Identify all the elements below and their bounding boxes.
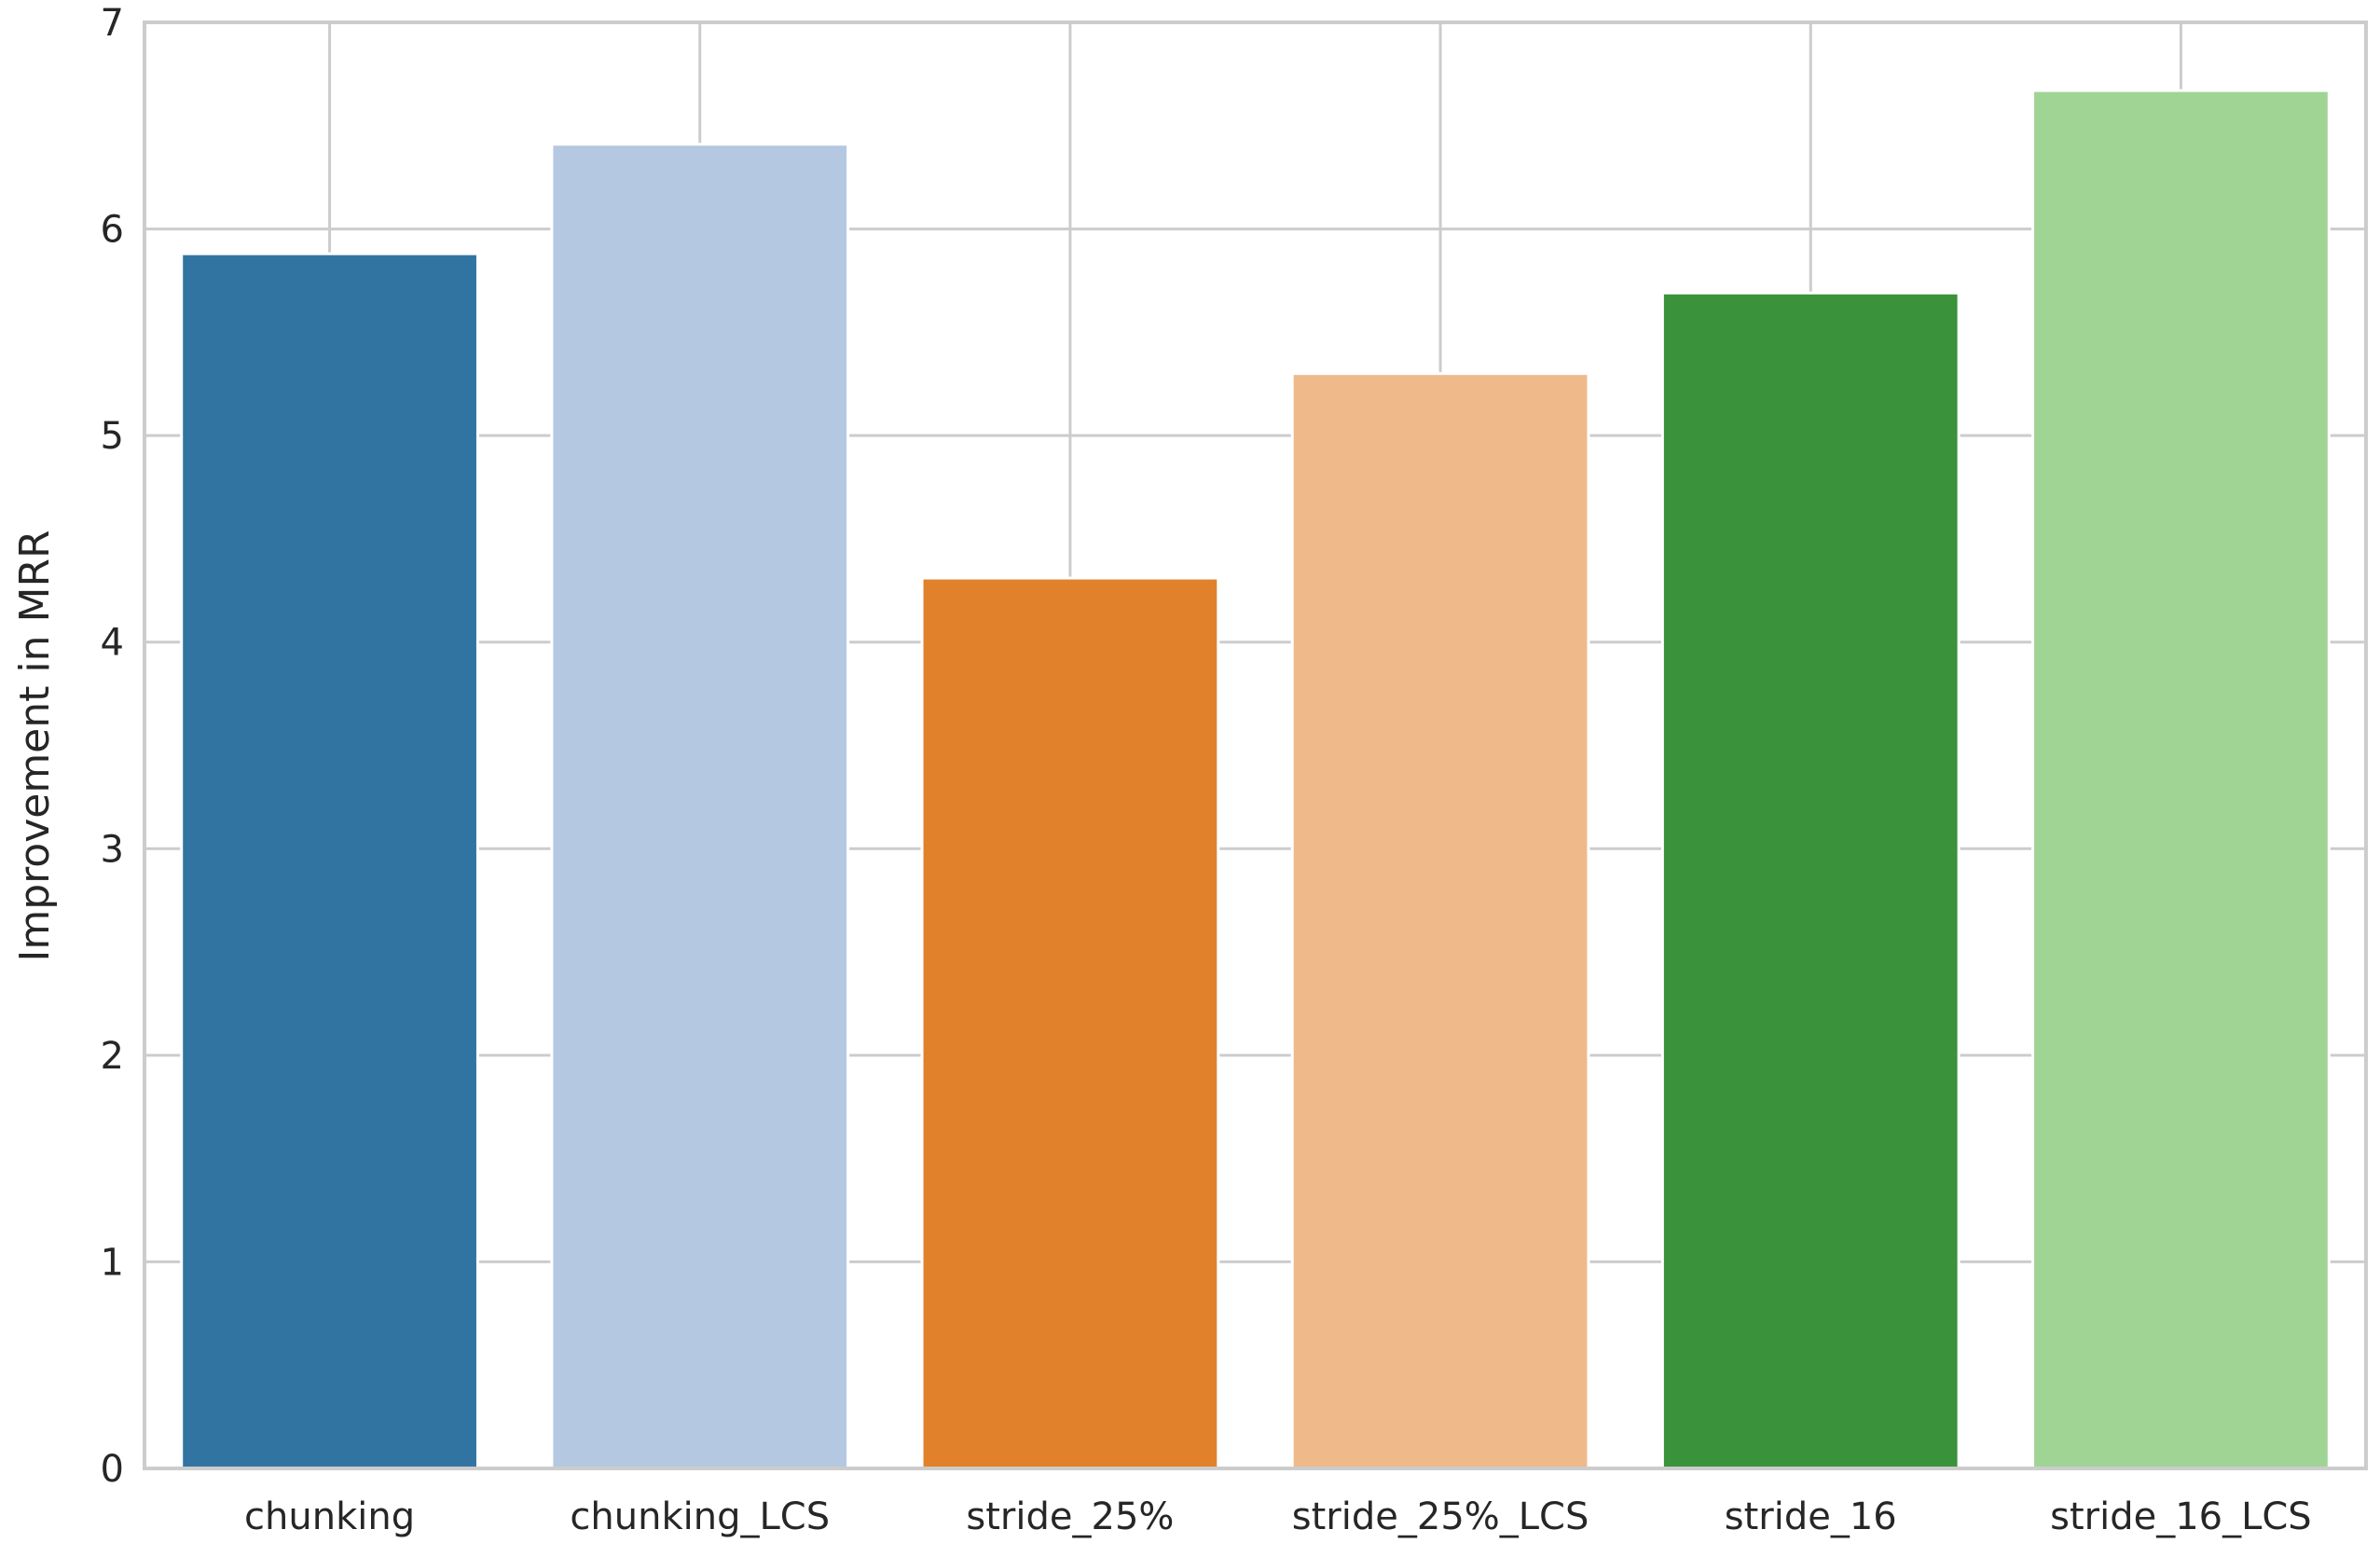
y-tick-label: 4 bbox=[101, 622, 124, 665]
plot-frame bbox=[143, 21, 2368, 1470]
bars bbox=[180, 89, 2331, 1470]
x-tick-label: stride_16_LCS bbox=[2050, 1495, 2312, 1538]
y-tick-label: 1 bbox=[101, 1241, 124, 1284]
x-tick-label: chunking bbox=[244, 1495, 415, 1538]
y-tick-labels: 0 1 2 3 4 5 6 7 bbox=[101, 2, 124, 1491]
bar-chunking-lcs bbox=[550, 143, 850, 1470]
y-tick-label: 2 bbox=[101, 1035, 124, 1078]
bar-stride-16-lcs bbox=[2031, 89, 2331, 1470]
x-tick-label: stride_25% bbox=[966, 1495, 1174, 1538]
bar-chunking bbox=[180, 252, 479, 1470]
x-tick-label: stride_25%_LCS bbox=[1292, 1495, 1589, 1538]
y-tick-label: 5 bbox=[101, 415, 124, 458]
bar-stride-25-lcs bbox=[1290, 372, 1590, 1470]
bar-stride-16 bbox=[1660, 291, 1960, 1470]
x-tick-labels: chunking chunking_LCS stride_25% stride_25%… bbox=[244, 1495, 2312, 1538]
y-tick-label: 7 bbox=[101, 2, 124, 45]
y-tick-label: 0 bbox=[101, 1448, 124, 1491]
y-tick-label: 6 bbox=[101, 209, 124, 252]
x-tick-label: chunking_LCS bbox=[570, 1495, 830, 1538]
y-tick-label: 3 bbox=[101, 828, 124, 871]
bar-stride-25- bbox=[920, 576, 1220, 1470]
y-axis-label: Improvement in MRR bbox=[11, 530, 59, 961]
x-tick-label: stride_16 bbox=[1725, 1495, 1897, 1538]
